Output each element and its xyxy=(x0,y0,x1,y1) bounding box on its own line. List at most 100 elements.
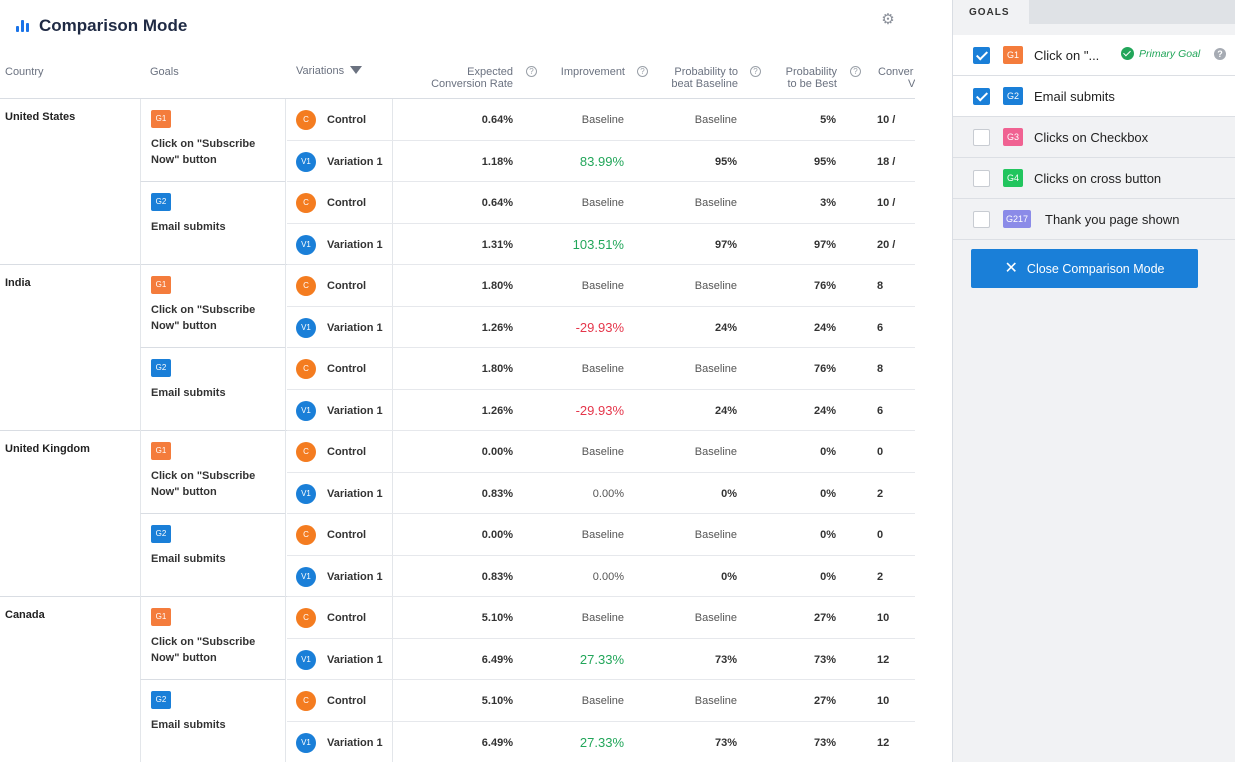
help-icon[interactable]: ? xyxy=(637,66,648,77)
gear-icon[interactable]: ⚙ xyxy=(881,11,895,28)
sidebar-goal-g3[interactable]: G3 Clicks on Checkbox xyxy=(953,117,1235,158)
tab-goals[interactable]: GOALS xyxy=(953,0,1029,24)
conversion-rate: 0.64% xyxy=(481,114,513,126)
variation-name: Control xyxy=(327,363,367,375)
col-best: Probability to be Best xyxy=(765,66,837,90)
goal-checkbox[interactable] xyxy=(973,170,990,187)
probability-beat-baseline: 0% xyxy=(721,487,737,500)
goal-label: Thank you page shown xyxy=(1045,212,1180,227)
sidebar-goal-g1[interactable]: G1 Click on "... Primary Goal? xyxy=(953,35,1235,76)
variation-cell: V1 Variation 1 xyxy=(287,638,393,679)
col-beat-l2: beat Baseline xyxy=(671,78,738,90)
col-beat-l1: Probability to xyxy=(674,66,738,78)
conversion-rate: 1.80% xyxy=(481,280,513,292)
probability-best: 24% xyxy=(813,321,836,334)
probability-best: 24% xyxy=(813,404,836,417)
variation-badge: V1 xyxy=(296,234,316,255)
probability-best: 0% xyxy=(820,446,836,458)
variation-name: Control xyxy=(327,197,367,209)
variation-cell: C Control xyxy=(287,99,393,140)
improvement-value: Baseline xyxy=(581,363,624,375)
close-comparison-button[interactable]: ✕ Close Comparison Mode xyxy=(971,249,1198,288)
help-icon[interactable]: ? xyxy=(1214,48,1226,60)
improvement-value: 103.51% xyxy=(572,236,624,252)
conversion-rate: 0.83% xyxy=(481,487,513,500)
col-best-l1: Probability xyxy=(785,66,837,78)
sidebar-goal-g2[interactable]: G2 Email submits xyxy=(953,76,1235,117)
variation-cell: V1 Variation 1 xyxy=(287,223,393,264)
goal-badge: G3 xyxy=(1003,128,1023,146)
goal-label: Email submits xyxy=(151,387,226,399)
goal-checkbox[interactable] xyxy=(973,129,990,146)
goal-label: Email submits xyxy=(1034,89,1115,104)
filter-icon[interactable] xyxy=(350,66,363,74)
goal-checkbox[interactable] xyxy=(973,47,990,64)
variation-badge: V1 xyxy=(296,566,316,587)
sidebar-goal-g217[interactable]: G217 Thank you page shown xyxy=(953,199,1235,240)
improvement-value: -29.93% xyxy=(575,319,624,335)
improvement-value: 83.99% xyxy=(579,153,624,169)
variation-name: Variation 1 xyxy=(327,653,383,666)
conversions-value: 2 xyxy=(877,487,884,500)
country-name: India xyxy=(5,277,31,289)
table-row: C Control 5.10% Baseline Baseline 27% 10 xyxy=(287,597,915,639)
close-icon: ✕ xyxy=(1004,259,1018,277)
table-row: C Control 5.10% Baseline Baseline 27% 10 xyxy=(287,680,915,722)
variation-name: Variation 1 xyxy=(327,155,383,168)
goal-cell: G1 Click on "Subscribe Now" button xyxy=(140,431,286,514)
goal-checkbox[interactable] xyxy=(973,211,990,228)
table-row: V1 Variation 1 1.26% -29.93% 24% 24% 6 xyxy=(287,306,915,348)
conversion-rate: 5.10% xyxy=(481,695,513,707)
variation-badge: V1 xyxy=(296,317,316,338)
goal-cell: G2 Email submits xyxy=(140,348,286,431)
probability-best: 73% xyxy=(813,653,836,666)
conversion-rate: 1.26% xyxy=(481,321,513,334)
goal-badge: G217 xyxy=(1003,210,1032,228)
variation-name: Control xyxy=(327,114,367,126)
variation-badge: C xyxy=(296,110,316,130)
variation-badge: C xyxy=(296,608,316,628)
conversion-rate: 0.64% xyxy=(481,197,513,209)
goal-cell: G1 Click on "Subscribe Now" button xyxy=(140,597,286,680)
conversion-rate: 6.49% xyxy=(481,653,513,666)
country-group: United States G1 Click on "Subscribe Now" … xyxy=(0,99,915,265)
variation-cell: C Control xyxy=(287,182,393,223)
goal-checkbox[interactable] xyxy=(973,88,990,105)
help-icon[interactable]: ? xyxy=(526,66,537,77)
goal-label: Clicks on cross button xyxy=(1034,171,1162,186)
probability-beat-baseline: 73% xyxy=(714,653,737,666)
variation-badge: V1 xyxy=(296,649,316,670)
improvement-value: 27.33% xyxy=(579,651,624,667)
goal-badge: G2 xyxy=(1003,87,1023,105)
col-variations[interactable]: Variations xyxy=(296,65,363,77)
conversions-value: 10 xyxy=(877,612,890,624)
sidebar-goal-g4[interactable]: G4 Clicks on cross button xyxy=(953,158,1235,199)
variation-cell: C Control xyxy=(287,431,393,472)
probability-best: 27% xyxy=(813,612,836,624)
variation-name: Control xyxy=(327,695,367,707)
goal-label: Email submits xyxy=(151,553,226,565)
variation-name: Control xyxy=(327,529,367,541)
improvement-value: Baseline xyxy=(581,529,624,541)
help-icon[interactable]: ? xyxy=(750,66,761,77)
help-icon[interactable]: ? xyxy=(850,66,861,77)
conversions-value: 12 xyxy=(877,653,890,666)
conversion-rate: 0.00% xyxy=(481,446,513,458)
goal-badge: G2 xyxy=(151,691,171,709)
variation-name: Variation 1 xyxy=(327,238,383,251)
table-row: C Control 0.64% Baseline Baseline 3% 10 / xyxy=(287,182,915,224)
goal-badge: G1 xyxy=(1003,46,1023,64)
conversion-rate: 6.49% xyxy=(481,736,513,749)
probability-best: 76% xyxy=(813,280,836,292)
table-row: V1 Variation 1 0.83% 0.00% 0% 0% 2 xyxy=(287,555,915,597)
variation-badge: V1 xyxy=(296,400,316,421)
variation-badge: C xyxy=(296,359,316,379)
country-group: India G1 Click on "Subscribe Now" button C C… xyxy=(0,265,915,431)
conversion-rate: 1.18% xyxy=(481,155,513,168)
conversions-value: 10 xyxy=(877,695,890,707)
conversions-value: 8 xyxy=(877,363,884,375)
probability-beat-baseline: 97% xyxy=(714,238,737,251)
country-group: United Kingdom G1 Click on "Subscribe Now"… xyxy=(0,431,915,597)
goal-cell: G1 Click on "Subscribe Now" button xyxy=(140,99,286,182)
variation-cell: C Control xyxy=(287,597,393,638)
